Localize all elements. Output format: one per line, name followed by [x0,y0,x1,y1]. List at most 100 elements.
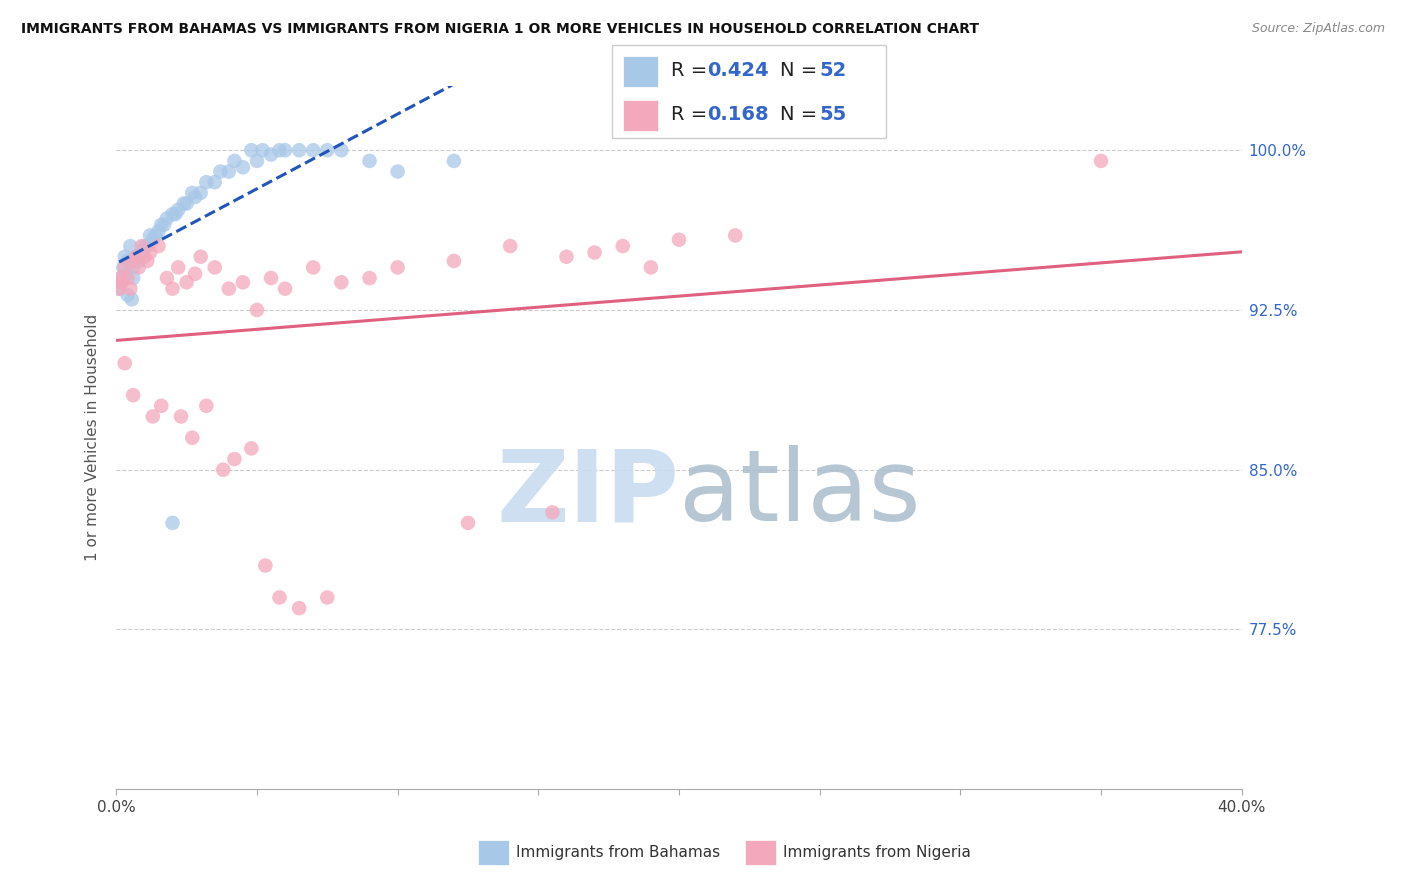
Point [122,271,145,285]
Point [232,161,254,175]
Point [640,260,662,275]
Text: Source: ZipAtlas.com: Source: ZipAtlas.com [1251,22,1385,36]
Point [204,175,226,189]
Point [387,164,409,178]
Point [288,601,311,615]
Point [195,399,218,413]
Point [316,143,339,157]
Point [121,293,143,307]
Point [136,254,159,268]
Point [218,282,240,296]
Text: R =: R = [671,62,713,80]
Point [288,143,311,157]
Point [114,356,136,370]
Point [122,254,145,268]
Point [128,254,150,268]
Point [246,153,269,168]
Point [555,250,578,264]
Text: 0.168: 0.168 [707,105,769,124]
Text: Immigrants from Nigeria: Immigrants from Nigeria [783,846,972,860]
Point [218,164,240,178]
Point [162,282,184,296]
Point [150,399,173,413]
Point [122,260,145,275]
Point [114,250,136,264]
Text: R =: R = [671,105,713,124]
Point [150,218,173,232]
Text: 0.424: 0.424 [707,62,769,80]
Point [181,431,204,445]
Point [125,250,148,264]
Point [184,267,207,281]
Text: N =: N = [780,62,824,80]
Point [316,591,339,605]
Point [359,153,381,168]
Point [117,254,139,268]
Point [224,153,246,168]
Point [240,143,263,157]
Text: ZIP: ZIP [496,445,679,542]
Point [136,239,159,253]
Point [128,260,150,275]
Point [142,409,165,424]
Point [184,190,207,204]
Point [457,516,479,530]
Point [209,164,232,178]
Point [108,282,131,296]
Text: IMMIGRANTS FROM BAHAMAS VS IMMIGRANTS FROM NIGERIA 1 OR MORE VEHICLES IN HOUSEHO: IMMIGRANTS FROM BAHAMAS VS IMMIGRANTS FR… [21,22,979,37]
Point [114,260,136,275]
Point [170,409,193,424]
Point [212,463,235,477]
Point [125,250,148,264]
Point [167,260,190,275]
Point [260,147,283,161]
Point [153,218,176,232]
Point [246,303,269,318]
Point [204,260,226,275]
Point [131,239,153,253]
Point [108,282,131,296]
Point [240,442,263,456]
Point [269,591,291,605]
Point [224,452,246,467]
Point [541,505,564,519]
Point [134,239,156,253]
Point [195,175,218,189]
Point [302,260,325,275]
Point [117,288,139,302]
Point [162,207,184,221]
Point [232,275,254,289]
Point [115,267,138,281]
Point [139,228,162,243]
Point [148,224,170,238]
Text: N =: N = [780,105,824,124]
Point [260,271,283,285]
Point [145,228,167,243]
Point [254,558,277,573]
Point [181,186,204,200]
Point [499,239,522,253]
Point [387,260,409,275]
Point [173,196,195,211]
Point [110,271,132,285]
Point [142,233,165,247]
Point [120,239,142,253]
Point [162,516,184,530]
Point [330,143,353,157]
Point [112,260,135,275]
Point [176,275,198,289]
Point [190,250,212,264]
Text: Immigrants from Bahamas: Immigrants from Bahamas [516,846,720,860]
Point [724,228,747,243]
Point [668,233,690,247]
Point [156,271,179,285]
Text: 55: 55 [820,105,846,124]
Point [131,245,153,260]
Point [1090,153,1112,168]
Point [443,254,465,268]
Point [274,143,297,157]
Point [302,143,325,157]
Point [176,196,198,211]
Y-axis label: 1 or more Vehicles in Household: 1 or more Vehicles in Household [86,314,100,561]
Point [274,282,297,296]
